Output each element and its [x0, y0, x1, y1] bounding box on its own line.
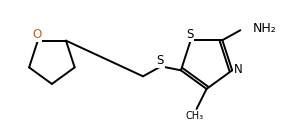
Text: N: N [234, 63, 243, 76]
Text: S: S [186, 28, 193, 41]
Text: O: O [32, 28, 41, 41]
Text: CH₃: CH₃ [186, 111, 204, 121]
Text: NH₂: NH₂ [252, 22, 276, 35]
Text: S: S [156, 54, 164, 67]
